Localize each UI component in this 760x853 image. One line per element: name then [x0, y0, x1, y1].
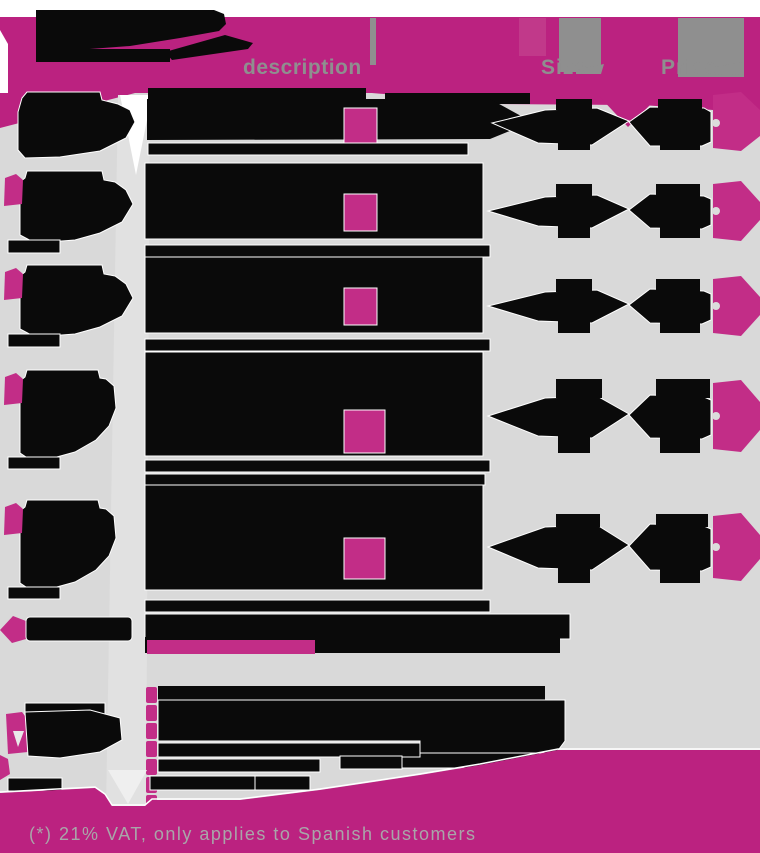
svg-text:description: description: [243, 56, 362, 79]
svg-text:Price: Price: [661, 56, 717, 79]
svg-text:Size: Size: [541, 56, 587, 79]
svg-text:(*) 21% VAT, only applies to S: (*) 21% VAT, only applies to Spanish cus…: [29, 824, 477, 844]
